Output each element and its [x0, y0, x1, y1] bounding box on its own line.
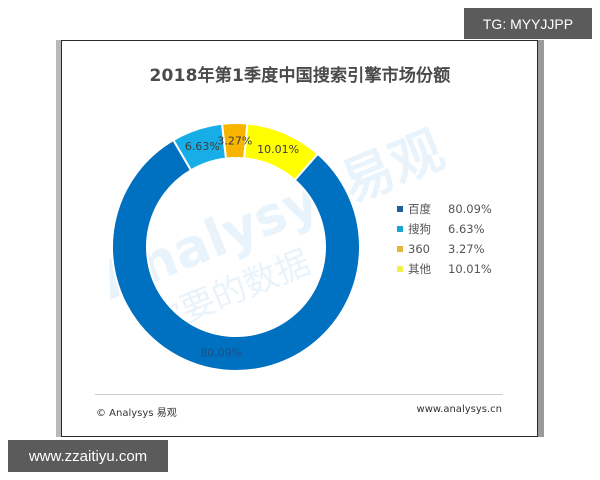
donut-label-baidu: 80.09%	[200, 346, 242, 359]
legend-name: 搜狗	[408, 222, 431, 236]
chart-title: 2018年第1季度中国搜索引擎市场份额	[149, 66, 451, 86]
legend-swatch-360	[397, 246, 403, 252]
legend-name: 360	[408, 242, 430, 256]
footer-copyright: © Analysys 易观	[96, 408, 177, 419]
legend-name: 其他	[408, 262, 431, 276]
donut-segment-baidu	[111, 138, 361, 372]
legend-swatch-other	[397, 266, 403, 272]
legend: 百度 80.09% 搜狗 6.63% 360 3.27% 其他 10.01%	[397, 199, 492, 279]
donut-labels: 3.27% 10.01% 80.09% 6.63%	[185, 135, 299, 360]
donut-segment-sogou	[171, 122, 228, 172]
donut-label-other: 10.01%	[257, 143, 299, 156]
legend-item-360: 360 3.27%	[397, 239, 492, 259]
legend-swatch-sogou	[397, 226, 403, 232]
legend-value: 10.01%	[448, 262, 492, 276]
legend-value: 6.63%	[448, 222, 485, 236]
site-overlay-label: www.zzaitiyu.com	[8, 440, 168, 472]
tag-overlay-label: TG: MYYJJPP	[464, 8, 592, 39]
donut-ring	[111, 122, 361, 372]
legend-item-baidu: 百度 80.09%	[397, 199, 492, 219]
footer-website-link[interactable]: www.analysys.cn	[416, 404, 502, 415]
legend-value: 3.27%	[448, 242, 485, 256]
footer-divider	[95, 394, 503, 395]
donut-label-360: 3.27%	[217, 135, 252, 148]
legend-swatch-baidu	[397, 206, 403, 212]
legend-name: 百度	[408, 202, 431, 216]
frame-right-shadow	[538, 40, 544, 437]
legend-item-sogou: 搜狗 6.63%	[397, 219, 492, 239]
donut-label-sogou: 6.63%	[185, 140, 220, 153]
legend-value: 80.09%	[448, 202, 492, 216]
frame-left-shadow	[56, 40, 61, 437]
legend-item-other: 其他 10.01%	[397, 259, 492, 279]
